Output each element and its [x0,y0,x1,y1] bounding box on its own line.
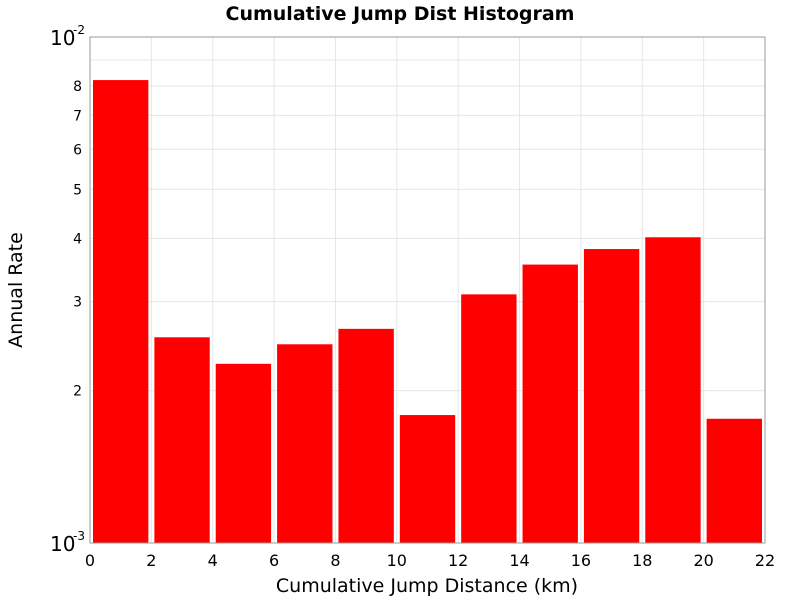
y-major-tick-label: 10-2 [50,23,85,50]
histogram-bar-2 [215,363,272,543]
y-tick-label: 8 [73,79,82,95]
y-major-tick-base: 10 [50,532,75,556]
x-tick-label: 0 [85,551,95,570]
histogram-bar-1 [154,337,210,543]
x-tick-label: 8 [330,551,340,570]
histogram-bar-4 [338,328,394,543]
plot-frame [89,36,766,544]
y-major-tick-exponent: -2 [73,23,85,37]
histogram-bar-5 [399,415,456,543]
x-tick-label: 4 [208,551,218,570]
x-tick-label: 22 [755,551,775,570]
x-tick-label: 2 [146,551,156,570]
x-axis-label: Cumulative Jump Distance (km) [276,575,578,597]
y-tick-label: 3 [73,295,82,311]
bars [93,80,762,544]
x-tick-label: 18 [632,551,652,570]
histogram-bar-10 [706,418,762,543]
histogram-bar-7 [522,264,578,543]
y-axis-label: Annual Rate [5,232,27,348]
x-tick-label: 6 [269,551,279,570]
x-tick-label: 14 [509,551,529,570]
y-tick-label: 5 [73,182,82,198]
histogram-bar-9 [645,237,701,544]
y-tick-label: 7 [73,108,82,124]
y-major-tick-exponent: -3 [73,529,85,543]
x-axis-ticks: 0 2 4 6 8 10 12 14 16 18 20 22 [85,551,775,570]
y-major-tick-label: 10-3 [50,529,85,556]
x-tick-label: 10 [387,551,407,570]
x-tick-label: 16 [571,551,591,570]
chart-title: Cumulative Jump Dist Histogram [226,3,575,25]
histogram-bar-6 [461,294,517,543]
y-major-tick-base: 10 [50,26,75,50]
y-tick-label: 2 [73,384,82,400]
y-tick-label: 6 [73,142,82,158]
x-tick-label: 20 [693,551,713,570]
histogram-bar-8 [583,249,640,544]
histogram-bar-0 [93,80,149,543]
y-tick-label: 4 [73,231,82,247]
histogram-bar-3 [277,344,333,543]
x-tick-label: 12 [448,551,468,570]
